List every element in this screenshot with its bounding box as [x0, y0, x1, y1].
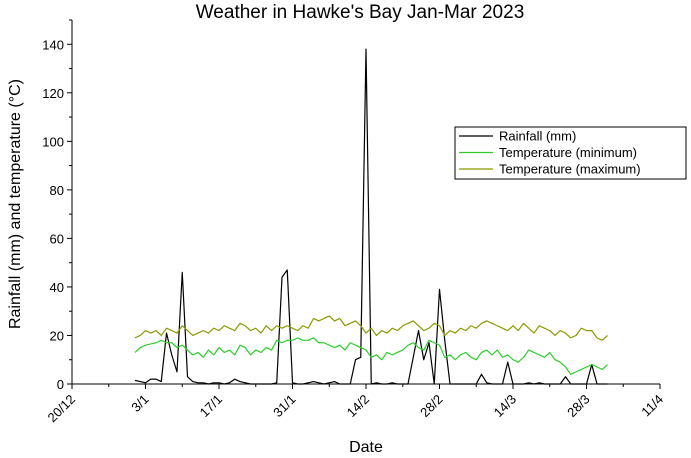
y-tick-label: 100 [42, 134, 64, 149]
y-tick-label: 120 [42, 86, 64, 101]
x-tick-label: 11/4 [638, 392, 666, 420]
x-tick-label: 28/3 [564, 392, 593, 421]
legend: Rainfall (mm)Temperature (minimum) Temper… [454, 126, 687, 180]
series-line-2 [134, 315, 608, 341]
x-tick-label: 3/1 [128, 392, 151, 415]
series-layer [134, 48, 608, 385]
x-tick-label: 28/2 [417, 392, 446, 421]
legend-entry-1: Temperature (minimum) [499, 145, 637, 160]
x-axis-label: Date [349, 439, 383, 456]
series-line-0 [134, 48, 608, 385]
y-tick-label: 80 [50, 183, 64, 198]
legend-entry-2: Temperature (maximum) [499, 162, 641, 177]
x-tick-label: 14/3 [491, 392, 520, 421]
legend-entry-0: Rainfall (mm) [499, 129, 576, 144]
y-axis-label: Rainfall (mm) and temperature (°C) [7, 79, 24, 329]
y-tick-label: 0 [57, 377, 64, 392]
series-line-1 [134, 337, 608, 375]
x-tick-label: 20/12 [45, 392, 79, 426]
y-tick-label: 60 [50, 231, 64, 246]
x-tick-label: 31/1 [270, 392, 299, 421]
x-tick-label: 14/2 [344, 392, 373, 421]
x-tick-label: 17/1 [197, 392, 226, 421]
chart-title: Weather in Hawke's Bay Jan-Mar 2023 [196, 2, 525, 23]
y-tick-label: 140 [42, 37, 64, 52]
y-tick-label: 20 [50, 328, 64, 343]
legend-box [454, 126, 687, 180]
y-tick-label: 40 [50, 280, 64, 295]
